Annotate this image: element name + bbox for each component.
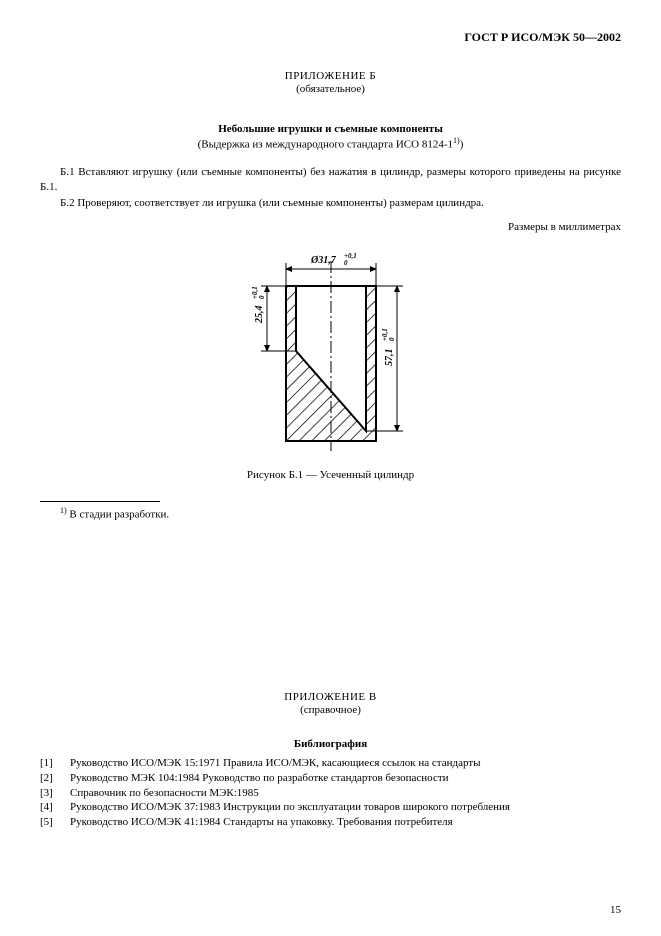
page-number: 15 (610, 904, 621, 916)
appendix-b-title: ПРИЛОЖЕНИЕ Б (40, 70, 621, 82)
biblio-title: Библиография (40, 738, 621, 750)
footnote: 1) В стадии разработки. (40, 506, 621, 521)
biblio-item: [5] Руководство ИСО/МЭК 41:1984 Стандарт… (40, 815, 621, 830)
section-title: Небольшие игрушки и съемные компоненты (40, 123, 621, 135)
appendix-b-subtitle: (обязательное) (40, 83, 621, 95)
biblio-text: Справочник по безопасности МЭК:1985 (70, 786, 259, 801)
dim-top-text: Ø31,7 (310, 255, 337, 266)
biblio-num: [4] (40, 800, 70, 815)
section-sub-post: ) (460, 139, 464, 151)
svg-text:57,1: 57,1 (384, 349, 395, 367)
biblio-item: [4] Руководство ИСО/МЭК 37:1983 Инструкц… (40, 800, 621, 815)
cylinder-diagram: Ø31,7 +0,1 0 25,4 +0,1 0 57,1 +0,1 0 (231, 241, 431, 461)
biblio-num: [1] (40, 756, 70, 771)
biblio-item: [1] Руководство ИСО/МЭК 15:1971 Правила … (40, 756, 621, 771)
page: ГОСТ Р ИСО/МЭК 50—2002 ПРИЛОЖЕНИЕ Б (обя… (0, 0, 661, 936)
svg-text:0: 0 (344, 259, 348, 267)
section-sub-pre: (Выдержка из международного стандарта ИС… (198, 139, 453, 151)
section-sub-sup: 1) (453, 136, 460, 145)
svg-text:0: 0 (388, 337, 396, 341)
figure-b1: Ø31,7 +0,1 0 25,4 +0,1 0 57,1 +0,1 0 (40, 241, 621, 461)
svg-text:25,4: 25,4 (254, 306, 265, 325)
biblio-item: [3] Справочник по безопасности МЭК:1985 (40, 786, 621, 801)
biblio-num: [3] (40, 786, 70, 801)
svg-text:0: 0 (258, 295, 266, 299)
biblio-text: Руководство ИСО/МЭК 15:1971 Правила ИСО/… (70, 756, 481, 771)
footnote-text: В стадии разработки. (67, 509, 170, 521)
doc-id: ГОСТ Р ИСО/МЭК 50—2002 (40, 30, 621, 45)
dimensions-note: Размеры в миллиметрах (40, 221, 621, 233)
biblio-num: [2] (40, 771, 70, 786)
section-subtitle: (Выдержка из международного стандарта ИС… (40, 136, 621, 151)
biblio-text: Руководство ИСО/МЭК 41:1984 Стандарты на… (70, 815, 453, 830)
footnote-rule (40, 501, 160, 502)
spacer (40, 521, 621, 691)
appendix-v-title: ПРИЛОЖЕНИЕ В (40, 691, 621, 703)
biblio-item: [2] Руководство МЭК 104:1984 Руководство… (40, 771, 621, 786)
appendix-v-subtitle: (справочное) (40, 704, 621, 716)
para-b1: Б.1 Вставляют игрушку (или съемные компо… (40, 165, 621, 195)
biblio-list: [1] Руководство ИСО/МЭК 15:1971 Правила … (40, 756, 621, 830)
para-b2: Б.2 Проверяют, соответствует ли игрушка … (40, 196, 621, 211)
figure-caption: Рисунок Б.1 — Усеченный цилиндр (40, 469, 621, 481)
biblio-num: [5] (40, 815, 70, 830)
biblio-text: Руководство ИСО/МЭК 37:1983 Инструкции п… (70, 800, 510, 815)
biblio-text: Руководство МЭК 104:1984 Руководство по … (70, 771, 449, 786)
footnote-sup: 1) (60, 506, 67, 515)
